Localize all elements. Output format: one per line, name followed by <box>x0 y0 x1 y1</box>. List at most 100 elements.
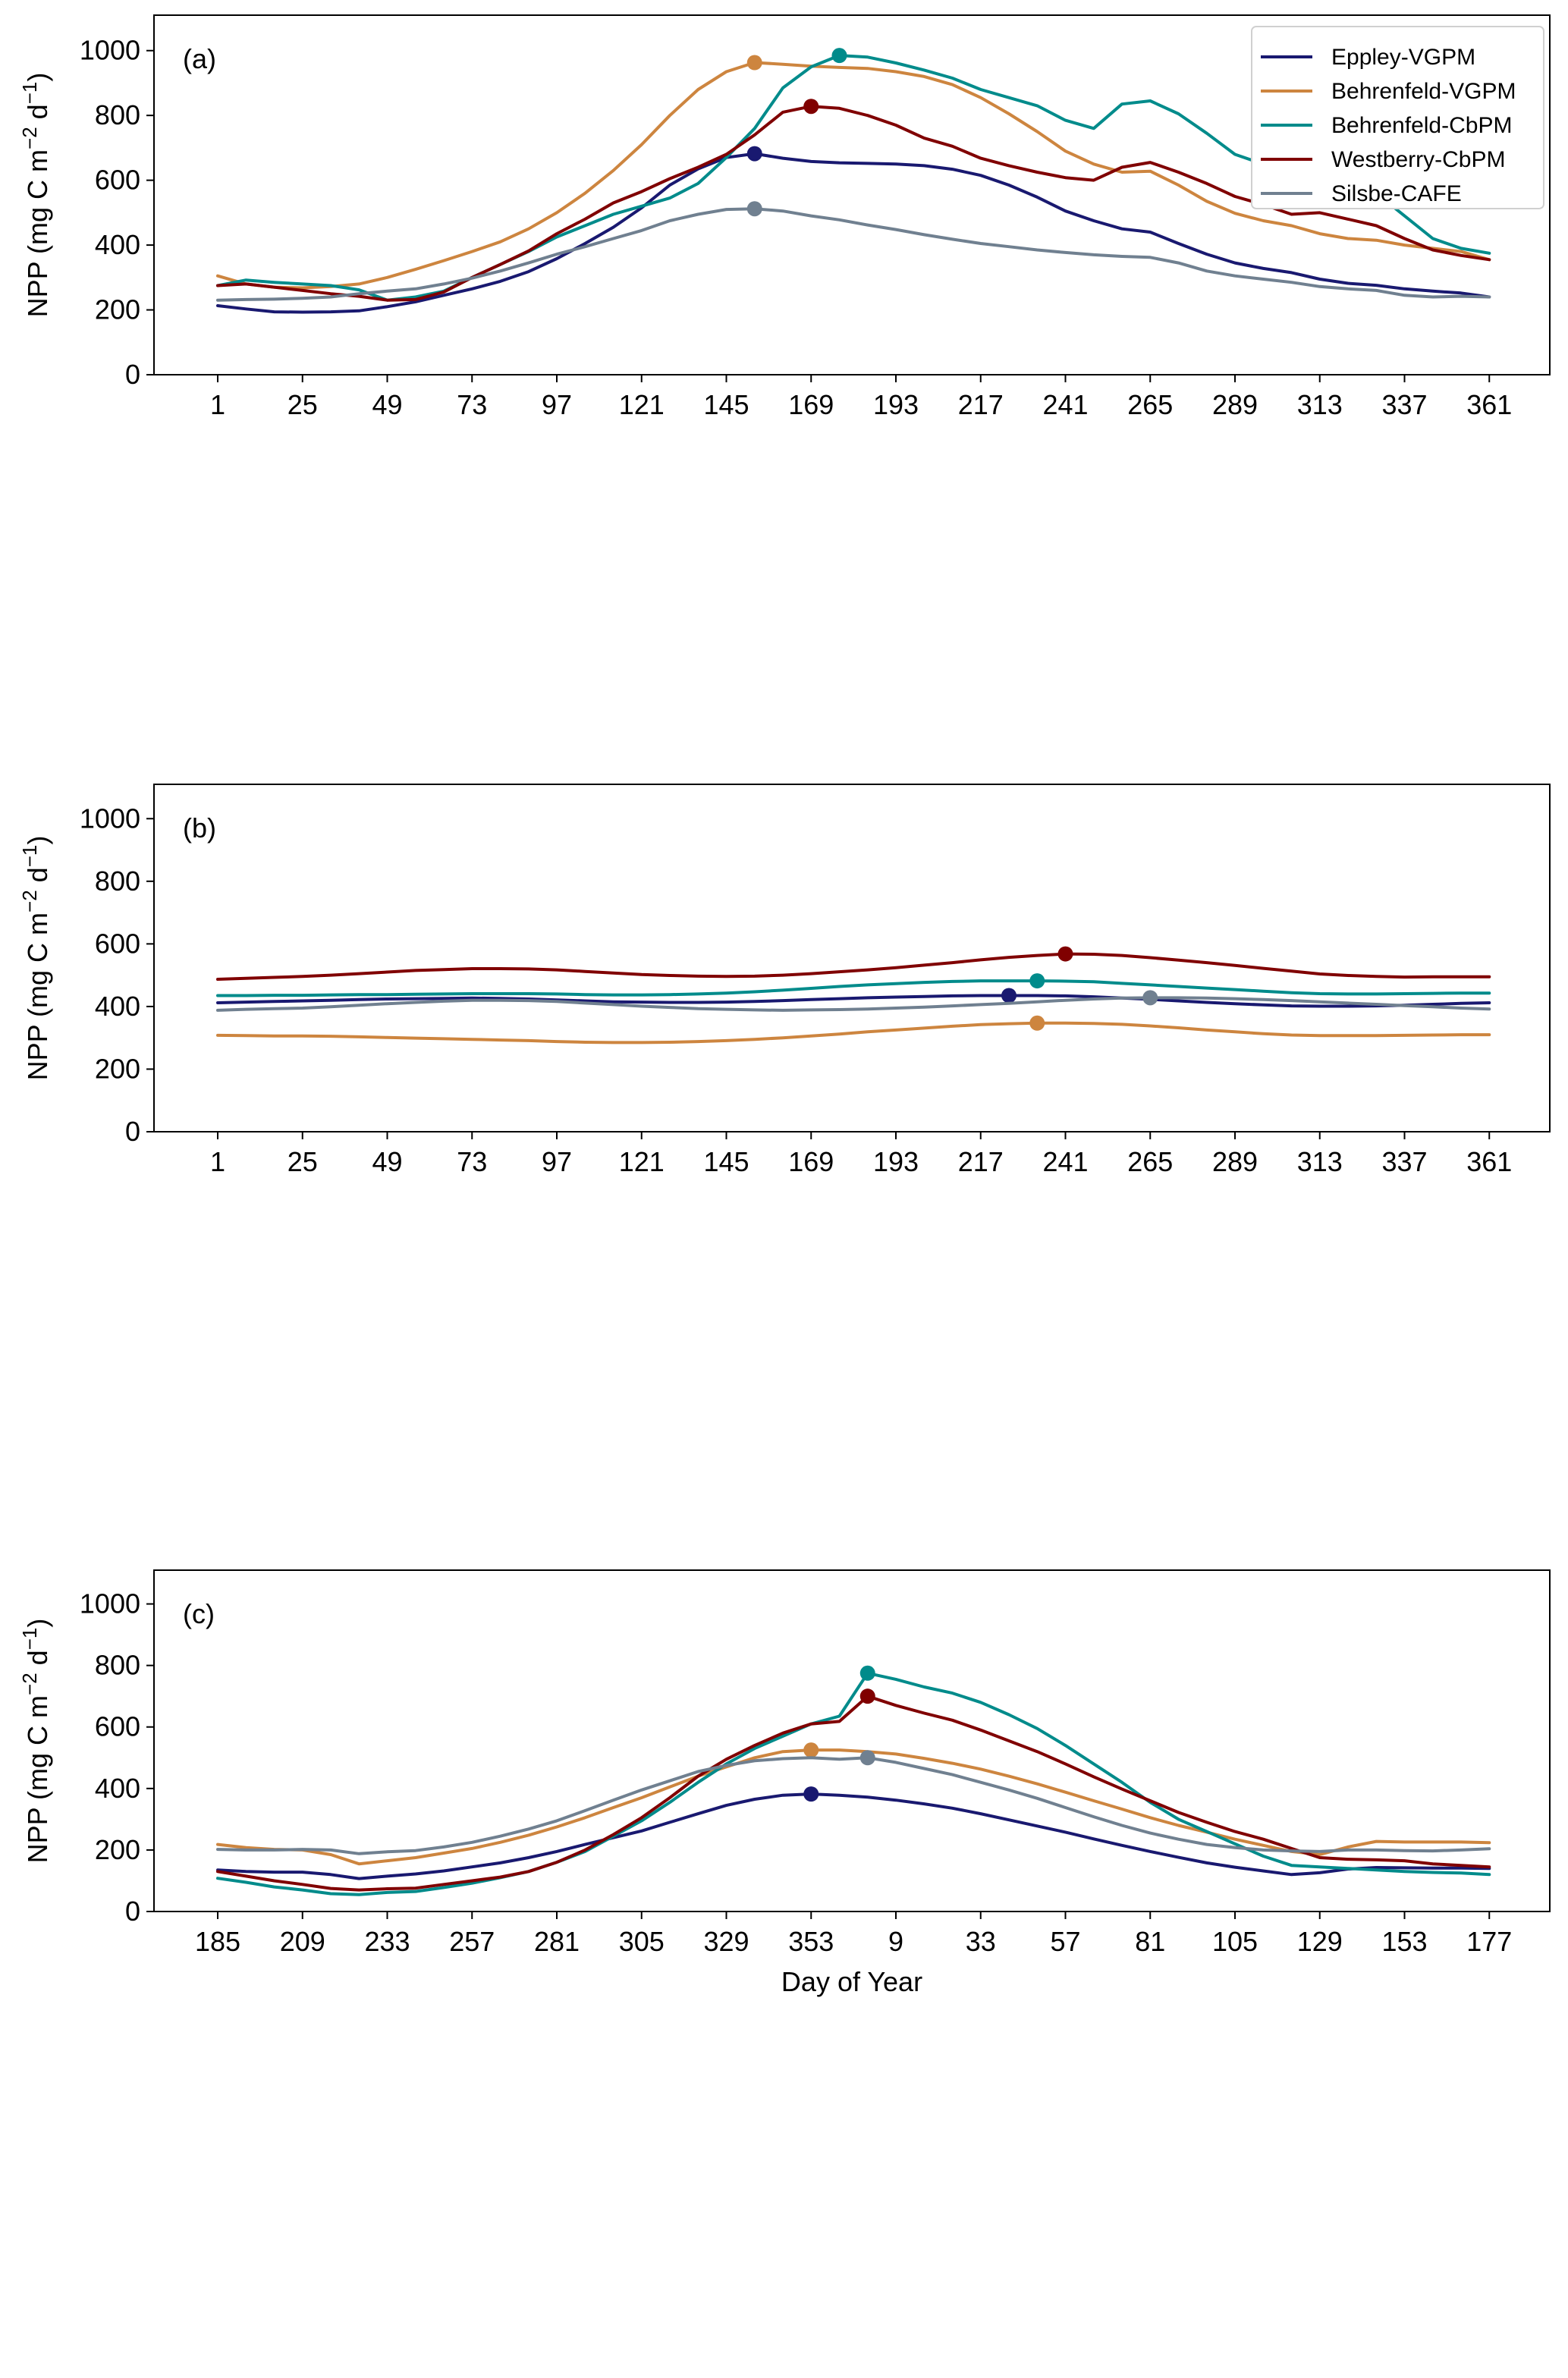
x-tick-label: 25 <box>288 1146 318 1177</box>
y-tick-label: 200 <box>95 294 140 325</box>
x-tick-label: 1 <box>210 1146 225 1177</box>
y-axis-title: NPP (mg C m−2 d−1) <box>18 1619 53 1864</box>
peak-marker <box>746 201 762 217</box>
x-tick-label: 193 <box>873 1146 919 1177</box>
panel-label: (c) <box>183 1598 215 1629</box>
x-tick-label: 313 <box>1297 1146 1343 1177</box>
legend-entry: Westberry-CbPM <box>1331 147 1505 172</box>
panel-c: 0 200 400 600 800 1000 185 209 233 257 281 305 329 35… <box>18 1569 1551 1997</box>
series-westberry-cbpm <box>216 946 1491 981</box>
series-line <box>216 105 1491 302</box>
x-tick-label: 49 <box>372 389 402 420</box>
x-tick-label: 25 <box>288 389 318 420</box>
y-tick-label: 1000 <box>80 35 140 66</box>
series-line <box>216 979 1491 997</box>
series-line <box>216 1671 1491 1896</box>
peak-marker <box>1001 988 1017 1004</box>
series-westberry-cbpm <box>216 99 1491 302</box>
y-tick-label: 400 <box>95 991 140 1022</box>
peak-marker <box>803 99 819 115</box>
x-tick-label: 145 <box>703 1146 749 1177</box>
x-tick-label: 337 <box>1381 1146 1427 1177</box>
series-line <box>216 207 1491 302</box>
series-line <box>216 1748 1491 1866</box>
series-line <box>216 1021 1491 1044</box>
legend-entry: Behrenfeld-CbPM <box>1331 113 1512 138</box>
y-tick-label: 0 <box>125 359 140 390</box>
plot-frame <box>153 1569 1551 1912</box>
x-tick-label: 153 <box>1381 1926 1427 1957</box>
series-line <box>216 996 1491 1012</box>
x-tick-label: 129 <box>1297 1926 1343 1957</box>
y-tick-label: 1000 <box>80 1588 140 1619</box>
peak-marker <box>746 146 762 162</box>
x-tick-label: 305 <box>619 1926 665 1957</box>
x-tick-label: 177 <box>1466 1926 1512 1957</box>
legend-entry: Silsbe-CAFE <box>1331 181 1462 206</box>
y-axis-title: NPP (mg C m−2 d−1) <box>18 836 53 1081</box>
series-line <box>216 1792 1491 1880</box>
series-silsbe-cafe <box>216 201 1491 302</box>
series-line <box>216 152 1491 314</box>
y-tick-label: 400 <box>95 229 140 260</box>
y-tick-label: 600 <box>95 928 140 959</box>
y-tick-label: 600 <box>95 165 140 196</box>
series-line <box>216 1756 1491 1855</box>
legend-box <box>1251 26 1544 209</box>
panel-label: (b) <box>183 812 216 843</box>
x-tick-label: 265 <box>1127 1146 1173 1177</box>
x-tick-label: 9 <box>888 1926 903 1957</box>
x-tick-label: 121 <box>619 1146 665 1177</box>
peak-marker <box>859 1750 875 1766</box>
legend-entry: Behrenfeld-VGPM <box>1331 79 1516 104</box>
series-behrenfeld-cbpm <box>216 973 1491 997</box>
peak-marker <box>859 1688 875 1704</box>
x-tick-label: 241 <box>1042 389 1088 420</box>
x-tick-label: 73 <box>457 389 487 420</box>
x-tick-label: 241 <box>1042 1146 1088 1177</box>
x-tick-label: 97 <box>542 389 572 420</box>
panel-b: 0 200 400 600 800 1000 1 25 49 73 97 121 145 169 193 21… <box>18 784 1551 1177</box>
x-tick-label: 361 <box>1466 389 1512 420</box>
peak-marker <box>746 55 762 71</box>
plot-frame <box>153 784 1551 1132</box>
y-tick-label: 800 <box>95 865 140 897</box>
x-tick-label: 73 <box>457 1146 487 1177</box>
peak-marker <box>859 1665 875 1681</box>
series-line <box>216 61 1491 290</box>
x-axis-title: Day of Year <box>781 1966 922 1997</box>
x-tick-label: 361 <box>1466 1146 1512 1177</box>
peak-marker <box>831 48 847 64</box>
x-tick-label: 265 <box>1127 389 1173 420</box>
x-tick-label: 105 <box>1212 1926 1258 1957</box>
series-behrenfeld-vgpm <box>216 1742 1491 1866</box>
series-line <box>216 952 1491 981</box>
x-tick-label: 97 <box>542 1146 572 1177</box>
series-silsbe-cafe <box>216 990 1491 1012</box>
x-tick-label: 289 <box>1212 1146 1258 1177</box>
peak-marker <box>1029 973 1045 989</box>
series-behrenfeld-cbpm <box>216 1665 1491 1896</box>
y-tick-label: 0 <box>125 1896 140 1927</box>
peak-marker <box>1029 1015 1045 1031</box>
x-tick-label: 185 <box>195 1926 240 1957</box>
x-tick-label: 33 <box>966 1926 996 1957</box>
series-line <box>216 994 1491 1008</box>
y-axis-title: NPP (mg C m−2 d−1) <box>18 73 53 318</box>
peak-marker <box>803 1786 819 1802</box>
series-behrenfeld-vgpm <box>216 1015 1491 1044</box>
x-tick-label: 233 <box>364 1926 410 1957</box>
y-tick-label: 1000 <box>80 803 140 834</box>
peak-marker <box>1142 990 1158 1006</box>
panel-a: 0 200 400 600 800 1000 1 25 49 73 97 121 145 169 193 21… <box>18 14 1551 420</box>
y-tick-label: 600 <box>95 1711 140 1742</box>
x-tick-label: 121 <box>619 389 665 420</box>
x-tick-label: 81 <box>1135 1926 1165 1957</box>
x-tick-label: 169 <box>788 389 834 420</box>
x-tick-label: 145 <box>703 389 749 420</box>
legend: Eppley-VGPM Behrenfeld-VGPM Behrenfeld-CbP… <box>1251 26 1544 209</box>
series-westberry-cbpm <box>216 1688 1491 1892</box>
x-tick-label: 1 <box>210 389 225 420</box>
series-line <box>216 1695 1491 1892</box>
